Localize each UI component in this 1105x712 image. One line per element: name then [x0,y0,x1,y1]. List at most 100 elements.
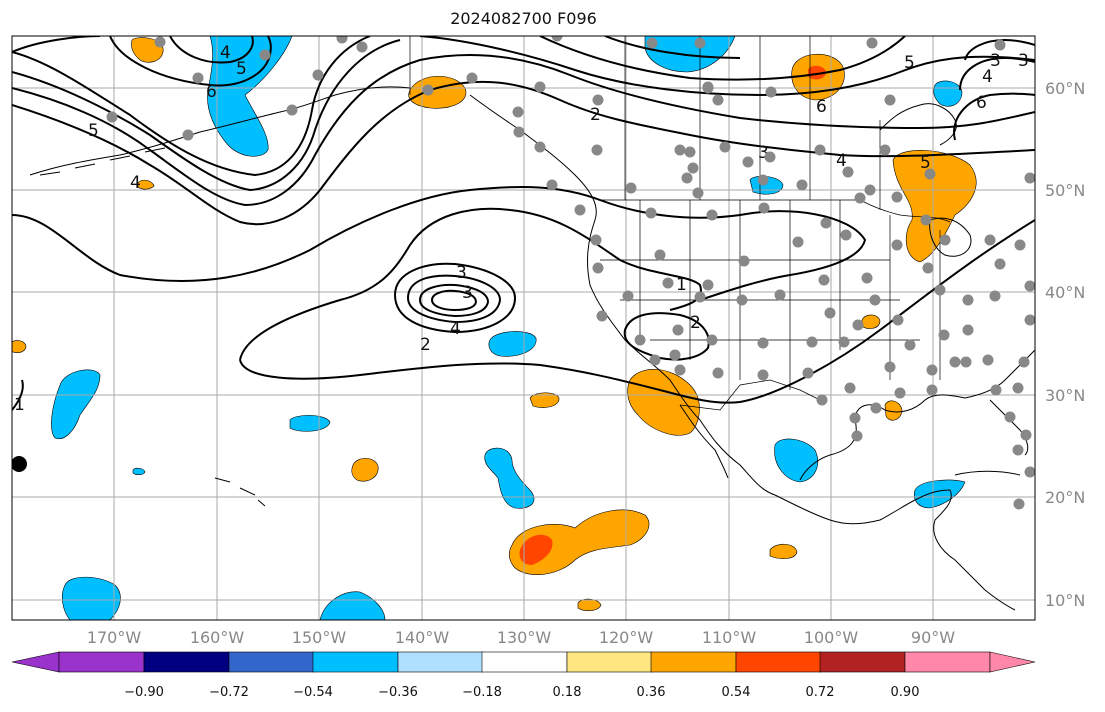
us-mexico-border [679,379,821,411]
station-marker [984,234,996,246]
colorbar-segment [143,651,230,673]
positive-anomaly [529,392,560,408]
station-marker [736,294,748,306]
station-marker [869,294,881,306]
colorbar-tick-label: 0.90 [891,685,920,700]
positive-anomaly [769,543,798,559]
station-marker [702,81,714,93]
contour-label: 2 [590,105,601,125]
contour-line [959,56,1035,91]
station-marker [818,274,830,286]
contour-label: 4 [130,173,141,193]
latitude-label: 20°N [1045,488,1085,507]
station-marker [792,236,804,248]
contour-label: 2 [690,313,701,333]
station-marker [286,104,298,116]
colorbar-segment [650,651,737,673]
colorbar-segment [312,651,399,673]
station-marker [990,384,1002,396]
contour-label: 1 [676,275,687,295]
station-marker [757,174,769,186]
station-marker [854,192,866,204]
contour-line [393,262,517,334]
station-marker [806,336,818,348]
positive-anomaly [137,179,155,190]
negative-anomaly [319,591,386,620]
station-marker [994,258,1006,270]
station-marker [546,179,558,191]
gulf-coast [799,349,1035,481]
station-marker [962,294,974,306]
us-canada-border [598,199,951,223]
contour-label: 4 [836,151,847,171]
contour-label: 5 [88,121,99,141]
station-marker [466,72,478,84]
contour-line [406,274,502,324]
station-marker [939,234,951,246]
contour-label: 3 [758,143,769,163]
positive-anomaly [351,458,379,482]
station-marker [824,307,836,319]
contour-label: 3 [462,283,473,303]
station-marker [645,207,657,219]
contour-line [169,36,254,64]
colorbar [11,651,1036,673]
station-marker [892,314,904,326]
station-marker [674,144,686,156]
station-marker [934,284,946,296]
station-marker [259,49,271,61]
station-marker [592,262,604,274]
station-marker [840,229,852,241]
longitude-axis: 170°W 160°W 150°W 140°W 130°W 120°W 110°… [87,628,955,647]
station-marker [764,151,776,163]
colorbar-tick-label: 0.18 [553,685,582,700]
contour-line [953,92,1035,141]
longitude-label: 170°W [87,628,142,647]
station-marker [757,369,769,381]
station-marker [904,339,916,351]
positive-anomaly [12,340,27,353]
station-marker [591,144,603,156]
contour-line [430,289,478,312]
station-marker [962,324,974,336]
longitude-label: 160°W [190,628,245,647]
station-marker [422,84,434,96]
station-marker [814,144,826,156]
hawaii [214,477,266,507]
station-marker [884,94,896,106]
colorbar-segment [735,651,822,673]
station-marker [852,319,864,331]
colorbar-segment [397,651,484,673]
station-marker [574,204,586,216]
longitude-label: 130°W [497,628,552,647]
colorbar-tick-label: −0.36 [378,685,418,700]
station-marker [106,111,118,123]
map-title: 2024082700 F096 [450,9,597,28]
aleutians [39,147,166,176]
station-marker [989,290,1001,302]
station-marker [649,354,661,366]
contour-line [239,219,1035,404]
station-marker [622,290,634,302]
coastlines [29,86,1035,611]
great-lakes [929,217,972,257]
colorbar-tick-label: −0.72 [209,685,249,700]
positive-anomaly [884,400,903,421]
station-marker [844,382,856,394]
negative-anomaly [933,80,963,107]
station-marker [924,168,936,180]
station-marker [312,69,324,81]
station-marker [851,430,863,442]
colorbar-segment [58,651,145,673]
colorbar-segment-min [11,651,60,673]
negative-anomaly [61,576,121,620]
positive-anomaly [577,598,602,611]
station-marker [816,394,828,406]
station-marker [864,184,876,196]
contour-label: 3 [1018,51,1029,71]
colorbar-segment-max [989,651,1036,673]
longitude-label: 90°W [911,628,955,647]
station-marker [838,336,850,348]
station-marker [534,141,546,153]
station-marker [949,356,961,368]
